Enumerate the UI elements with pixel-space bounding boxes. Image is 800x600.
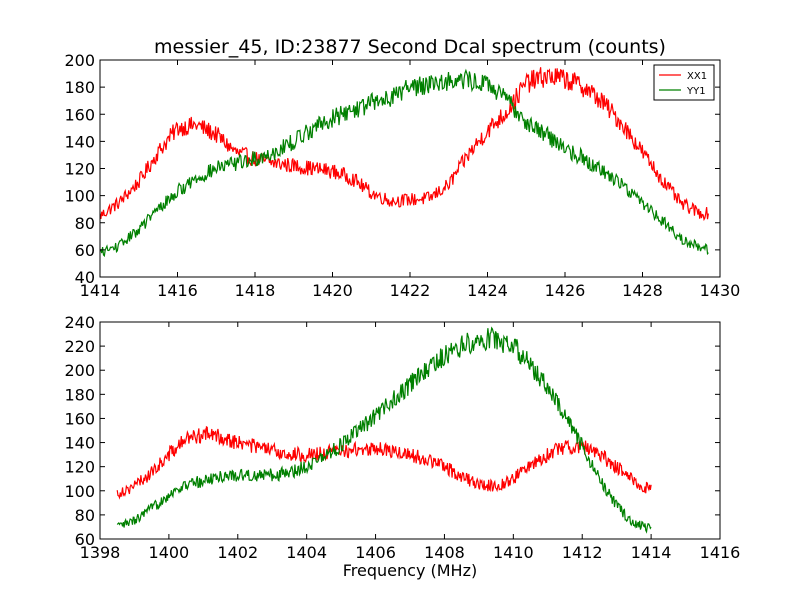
y-tick-label: 100 [64,187,95,206]
chart-title: messier_45, ID:23877 Second Dcal spectru… [154,36,666,58]
y-tick-label: 140 [64,434,95,453]
x-tick-label: 1404 [286,543,327,562]
y-tick-label: 100 [64,482,95,501]
y-tick-label: 240 [64,313,95,332]
y-tick-label: 140 [64,132,95,151]
series-line-xx1 [100,67,709,222]
plot-area [100,60,720,277]
bottom-panel: 1398 1400 1402 1404 1406 1408 1410 1412 1414 1416… [64,313,740,580]
series-line-yy1 [100,68,709,258]
x-tick-label: 1416 [157,281,198,300]
y-tick-label: 120 [64,458,95,477]
x-tick-label: 1416 [700,543,741,562]
x-tick-label: 1428 [622,281,663,300]
x-tick-label: 1410 [493,543,534,562]
x-tick-label: 1430 [700,281,741,300]
x-tick-label: 1400 [149,543,190,562]
y-tick-label: 160 [64,409,95,428]
x-tick-label: 1426 [545,281,586,300]
y-tick-label: 200 [64,361,95,380]
y-tick-label: 60 [75,241,95,260]
x-tick-label: 1398 [80,543,121,562]
y-tick-label: 80 [75,214,95,233]
y-tick-label: 80 [75,506,95,525]
y-tick-label: 180 [64,78,95,97]
y-tick-label: 200 [64,51,95,70]
y-tick-label: 40 [75,268,95,287]
legend-box [653,64,715,101]
y-tick-label: 120 [64,160,95,179]
series-line-yy1 [116,326,652,534]
x-tick-label: 1412 [562,543,603,562]
top-panel: 1414 1416 1418 1420 1422 1424 1426 1428 1430 40 60… [64,36,740,300]
x-tick-label: 1420 [312,281,353,300]
x-tick-label: 1418 [235,281,276,300]
x-axis-label: Frequency (MHz) [343,561,477,580]
y-tick-label: 60 [75,530,95,549]
y-tick-label: 160 [64,105,95,124]
x-tick-label: 1402 [217,543,258,562]
axes-frame [99,321,721,540]
x-tick-label: 1414 [631,543,672,562]
x-tick-label: 1424 [467,281,508,300]
legend-label-yy1: YY1 [686,86,706,97]
x-tick-label: 1406 [355,543,396,562]
series-line-xx1 [116,425,652,500]
x-tick-label: 1414 [80,281,121,300]
legend-label-xx1: XX1 [687,71,707,82]
x-tick-label: 1408 [424,543,465,562]
y-tick-label: 180 [64,385,95,404]
y-tick-label: 220 [64,337,95,356]
x-tick-label: 1422 [390,281,431,300]
